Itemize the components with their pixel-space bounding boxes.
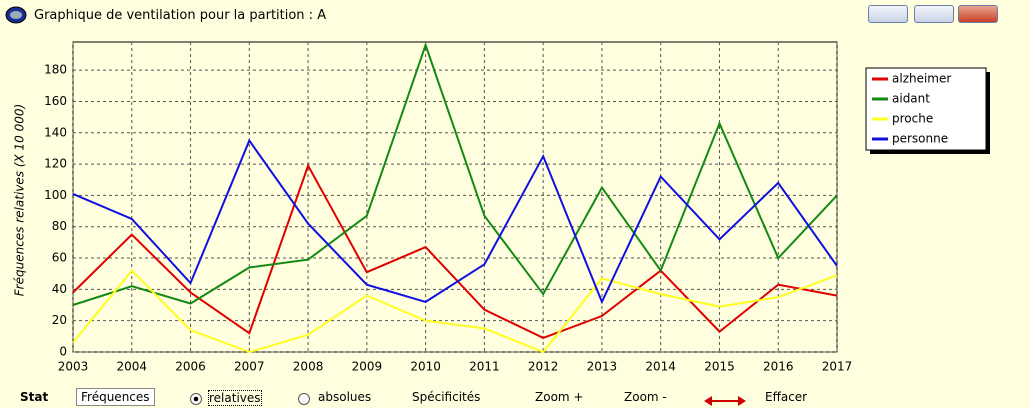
x-tick-label: 2011 bbox=[469, 360, 500, 374]
x-tick-label: 2012 bbox=[528, 360, 559, 374]
x-tick-label: 2017 bbox=[822, 360, 853, 374]
legend-box bbox=[865, 67, 987, 151]
window-title: Graphique de ventilation pour la partiti… bbox=[34, 8, 327, 23]
minimize-button[interactable] bbox=[868, 5, 908, 23]
legend-label: personne bbox=[892, 132, 948, 146]
y-tick-label: 40 bbox=[52, 282, 67, 296]
button[interactable]: Zoom + bbox=[535, 390, 584, 404]
chart: Fréquences relatives (X 10 000) 0 20 40 60 8… bbox=[13, 41, 990, 374]
app-icon bbox=[5, 6, 27, 24]
title-bar: Graphique de ventilation pour la partiti… bbox=[0, 0, 1030, 30]
button[interactable]: Zoom - bbox=[624, 390, 667, 404]
legend-label: proche bbox=[892, 112, 933, 126]
plot-frame bbox=[72, 41, 838, 353]
line-series bbox=[72, 42, 838, 306]
line-series bbox=[72, 138, 838, 305]
x-tick-label: 2006 bbox=[175, 360, 206, 374]
y-tick-label: 100 bbox=[44, 188, 67, 202]
legend-label: alzheimer bbox=[892, 72, 951, 86]
x-tick-label: 2004 bbox=[116, 360, 147, 374]
y-tick-label: 120 bbox=[44, 157, 67, 171]
y-tick-label: 180 bbox=[44, 63, 67, 77]
radio-checked[interactable] bbox=[190, 393, 202, 405]
y-tick-label: 80 bbox=[52, 219, 67, 233]
radio-label[interactable]: relatives bbox=[208, 390, 262, 406]
line-series bbox=[72, 163, 838, 339]
x-tick-label: 2015 bbox=[704, 360, 735, 374]
radio-label[interactable]: absolues bbox=[318, 390, 372, 404]
y-tick-label: 140 bbox=[44, 125, 67, 139]
x-tick-label: 2010 bbox=[410, 360, 441, 374]
x-tick-label: 2013 bbox=[587, 360, 618, 374]
x-tick-label: 2009 bbox=[352, 360, 383, 374]
x-tick-label: 2014 bbox=[645, 360, 676, 374]
x-tick-label: 2007 bbox=[234, 360, 265, 374]
button[interactable]: Effacer bbox=[765, 390, 808, 404]
maximize-button[interactable] bbox=[914, 5, 954, 23]
stat-label: Stat bbox=[20, 390, 49, 404]
close-button[interactable] bbox=[958, 5, 998, 23]
stat-field[interactable]: Fréquences bbox=[76, 388, 155, 406]
button[interactable]: Spécificités bbox=[412, 390, 481, 404]
y-tick-label: 160 bbox=[44, 94, 67, 108]
legend-label: aidant bbox=[892, 92, 930, 106]
y-tick-label: 0 bbox=[59, 345, 67, 359]
arrows-icon[interactable] bbox=[702, 394, 748, 408]
line-series bbox=[72, 269, 838, 354]
y-tick-label: 20 bbox=[52, 313, 67, 327]
x-tick-label: 2003 bbox=[58, 360, 89, 374]
y-axis-label: Fréquences relatives (X 10 000) bbox=[13, 104, 27, 296]
x-tick-label: 2008 bbox=[293, 360, 324, 374]
radio-unchecked[interactable] bbox=[298, 393, 310, 405]
y-tick-label: 60 bbox=[52, 251, 67, 265]
x-tick-label: 2016 bbox=[763, 360, 794, 374]
